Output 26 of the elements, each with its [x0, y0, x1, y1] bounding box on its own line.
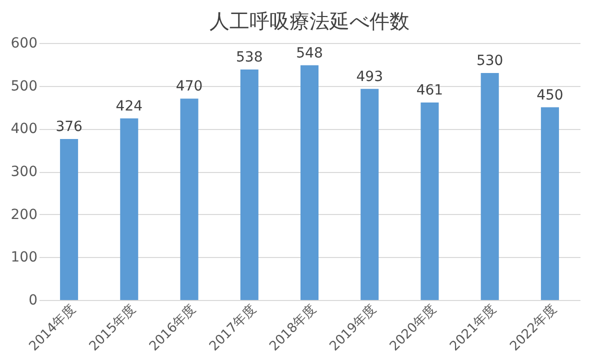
- y-tick-label: 600: [10, 36, 38, 52]
- bar: [180, 98, 198, 300]
- data-label: 376: [56, 118, 83, 135]
- bar: [360, 88, 379, 300]
- y-tick-label: 100: [10, 250, 38, 266]
- bar: [300, 65, 319, 300]
- data-label: 548: [296, 45, 323, 62]
- data-label: 461: [416, 82, 444, 99]
- bar: [120, 118, 138, 300]
- data-label: 470: [176, 78, 203, 95]
- y-tick-label: 500: [10, 78, 38, 94]
- y-tick-label: 300: [10, 164, 38, 180]
- bar: [60, 138, 78, 300]
- y-tick-label: 200: [10, 206, 38, 223]
- data-label: 493: [356, 68, 383, 85]
- data-label: 530: [476, 52, 504, 69]
- y-tick-label: 400: [10, 121, 38, 138]
- data-label: 538: [236, 50, 263, 66]
- chart-title: 人工呼吸療法延べ件数: [210, 9, 410, 33]
- bar: [240, 70, 258, 300]
- bar: [540, 107, 559, 300]
- bar: [480, 72, 499, 300]
- y-tick-label: 0: [28, 292, 38, 308]
- bar: [420, 102, 439, 300]
- data-label: 424: [116, 98, 143, 114]
- data-label: 450: [536, 87, 564, 104]
